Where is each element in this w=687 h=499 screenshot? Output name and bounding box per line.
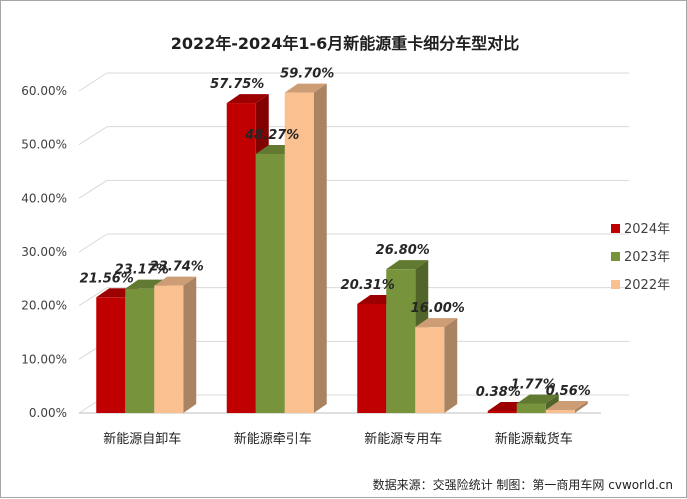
data-label: 0.38% <box>476 385 521 400</box>
bar <box>415 327 445 413</box>
gridline-slant <box>78 72 108 92</box>
bar-top <box>516 394 559 404</box>
data-label: 20.31% <box>341 278 395 293</box>
label-layer: 21.56%23.17%23.74% 57.75% 48.27% 59.70% 20.3… <box>80 67 591 400</box>
bar-side <box>183 276 197 413</box>
bar <box>226 103 256 413</box>
legend-swatch <box>611 224 620 233</box>
bar <box>96 297 126 413</box>
x-category-label: 新能源载货车 <box>495 431 573 447</box>
gridline-slant <box>78 126 108 146</box>
y-tick-label: 50.00% <box>21 138 67 152</box>
bar-side <box>574 400 588 413</box>
legend-label: 2023年 <box>624 250 670 265</box>
bar <box>125 288 155 413</box>
x-category-label: 新能源专用车 <box>364 431 442 447</box>
bar <box>357 304 387 413</box>
data-label: 59.70% <box>280 67 334 82</box>
data-label: 16.00% <box>411 301 465 316</box>
bar-side <box>313 83 327 414</box>
data-label: 57.75% <box>210 77 264 92</box>
bar <box>284 92 314 414</box>
y-tick-label: 0.00% <box>29 406 67 420</box>
legend-swatch <box>611 280 620 289</box>
x-category-label: 新能源牵引车 <box>234 431 312 447</box>
legend-swatch <box>611 252 620 261</box>
bar-top <box>545 400 588 410</box>
bar-top <box>226 94 269 104</box>
data-label: 1.77% <box>511 378 556 393</box>
bar <box>487 410 517 413</box>
bar <box>516 403 546 413</box>
bar-top <box>415 318 458 328</box>
data-label: 0.56% <box>546 384 591 399</box>
bar <box>545 409 575 413</box>
data-label: 23.17% <box>115 263 169 278</box>
legend-label: 2022年 <box>624 278 670 293</box>
y-tick-label: 40.00% <box>21 191 67 205</box>
legend: 2024年 2023年 2022年 <box>611 222 670 293</box>
legend-label: 2024年 <box>624 222 670 237</box>
y-tick-label: 10.00% <box>21 352 67 366</box>
bar-top <box>154 276 197 286</box>
gridline-slant <box>78 287 108 307</box>
bar-side <box>444 318 458 413</box>
source-note: 数据来源：交强险统计 制图：第一商用车网 cvworld.cn <box>373 477 673 492</box>
y-tick-label: 60.00% <box>21 84 67 98</box>
bar-layer <box>96 83 588 414</box>
x-category-label: 新能源自卸车 <box>103 431 181 447</box>
bar <box>386 269 416 413</box>
gridline-slant <box>78 179 108 199</box>
y-tick-label: 30.00% <box>21 245 67 259</box>
gridline-slant <box>78 233 108 253</box>
bar-top <box>284 83 327 93</box>
data-label: 26.80% <box>376 243 430 258</box>
data-label: 48.27% <box>244 128 299 143</box>
chart-title: 2022年-2024年1-6月新能源重卡细分车型对比 <box>171 34 520 53</box>
y-tick-label: 20.00% <box>21 299 67 313</box>
axis-layer: 0.00% 10.00% 20.00% 30.00% 40.00% 50.00% 60.00… <box>21 84 601 447</box>
bar <box>154 285 184 413</box>
data-label: 21.56% <box>80 271 134 286</box>
bar <box>255 153 285 414</box>
data-label: 23.74% <box>150 260 204 275</box>
bar-top <box>386 260 429 270</box>
